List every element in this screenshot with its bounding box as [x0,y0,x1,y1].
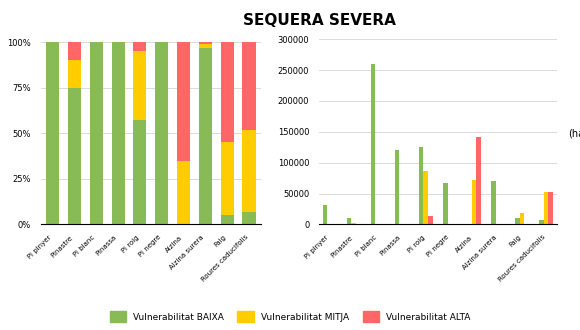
Bar [515,218,520,224]
Legend: Vulnerabilitat BAIXA, Vulnerabilitat MITJA, Vulnerabilitat ALTA: Vulnerabilitat BAIXA, Vulnerabilitat MIT… [106,308,474,325]
Bar [177,42,190,161]
Bar [111,42,125,224]
Bar [68,42,81,60]
Bar [242,130,256,212]
Bar [423,171,428,224]
Bar [549,192,553,224]
Bar [543,192,549,224]
Bar [472,180,476,224]
Bar [68,88,81,224]
Bar [443,183,448,224]
Bar [199,42,212,44]
Bar [220,42,234,142]
Bar [322,205,327,224]
Y-axis label: (ha): (ha) [568,129,580,139]
Bar [46,42,59,224]
Bar [155,42,168,224]
Bar [491,181,495,224]
Bar [199,48,212,224]
Bar [177,161,190,224]
Bar [520,213,524,224]
Bar [351,223,356,224]
Bar [68,60,81,88]
Bar [199,44,212,48]
Bar [371,64,375,224]
Bar [242,42,256,130]
Bar [539,220,543,224]
Bar [133,120,146,224]
Bar [419,147,423,224]
Bar [428,216,433,224]
Bar [242,212,256,224]
Bar [133,51,146,120]
Bar [347,218,351,224]
Bar [133,42,146,51]
Bar [90,42,103,224]
Bar [220,142,234,215]
Bar [394,150,400,224]
Text: SEQUERA SEVERA: SEQUERA SEVERA [242,13,396,28]
Bar [476,137,481,224]
Bar [220,215,234,224]
